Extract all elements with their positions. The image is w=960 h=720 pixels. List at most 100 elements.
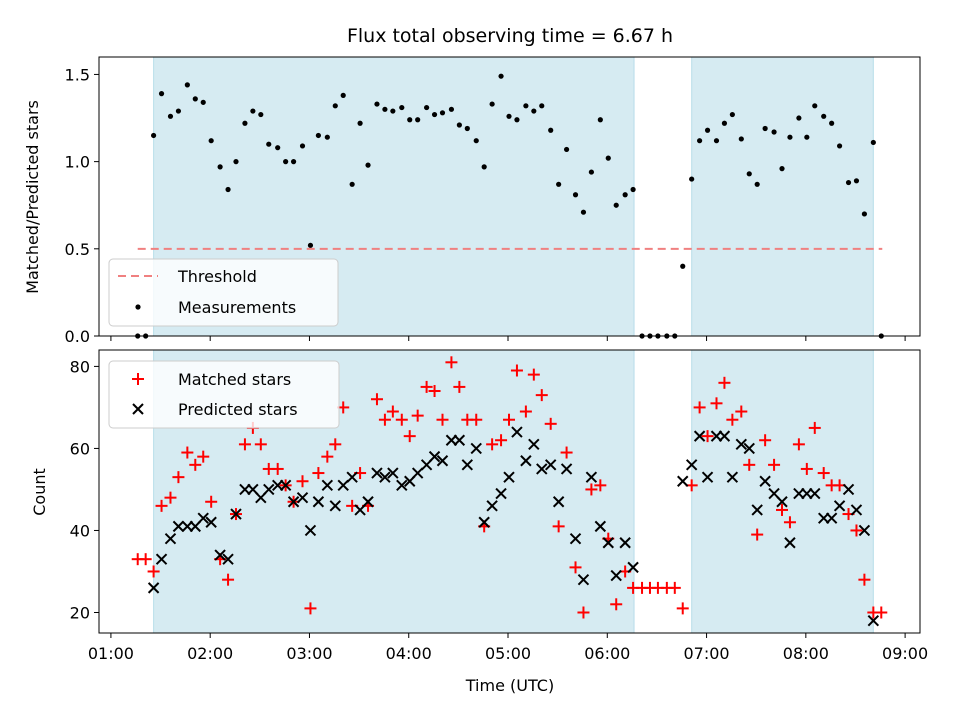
measurement-point [365, 162, 371, 168]
predicted-stars-point [602, 537, 614, 549]
predicted-stars-point [371, 467, 383, 479]
matched-stars-point [386, 405, 399, 418]
matched-stars-point [222, 573, 235, 586]
measurement-point [258, 111, 264, 118]
x-tick-label: 06:00 [584, 644, 630, 663]
matched-stars-point [751, 528, 764, 541]
matched-stars-point [139, 553, 152, 566]
ratio-y-tick-label: 1.0 [65, 153, 90, 172]
measurement-point [439, 110, 446, 116]
measurement-point [200, 99, 206, 105]
measurement-point [531, 108, 537, 114]
matched-stars-point [495, 434, 508, 447]
matched-stars-point [378, 413, 391, 426]
measurement-point [275, 145, 281, 151]
measurement-point [357, 120, 363, 126]
matched-stars-point [172, 471, 185, 484]
matched-stars-point [726, 413, 739, 426]
matched-stars-point [735, 405, 748, 418]
count-y-axis-label: Count [30, 468, 49, 516]
measurement-point [572, 192, 579, 198]
measurement-point [870, 139, 876, 146]
predicted-stars-point [809, 487, 821, 500]
ratio-data-layer [135, 73, 884, 339]
ratio-legend: Threshold Measurements [108, 258, 339, 327]
measurement-point [597, 117, 603, 123]
predicted-stars-point [379, 471, 391, 483]
matched-stars-point [436, 413, 449, 426]
ratio-x-ticks [110, 336, 906, 341]
measurement-point [787, 134, 793, 140]
predicted-stars-point [610, 569, 622, 582]
legend-entry-measurements: Measurements [178, 298, 296, 317]
matched-stars-point [759, 434, 772, 447]
measurement-point [836, 143, 843, 149]
predicted-stars-point [453, 434, 466, 446]
predicted-stars-point [470, 442, 482, 455]
count-data-layer [131, 356, 888, 627]
measurement-point [151, 132, 157, 139]
measurement-point [754, 181, 760, 187]
measurement-point [184, 82, 190, 88]
measurement-point [580, 209, 587, 215]
predicted-stars-point [172, 520, 185, 533]
matched-stars-point [197, 450, 210, 463]
measurement-point [456, 122, 462, 128]
measurement-point [407, 117, 413, 123]
matched-stars-point [743, 458, 756, 471]
matched-stars-point [710, 397, 723, 410]
measurements-series [135, 73, 884, 339]
x-axis-label: Time (UTC) [465, 676, 554, 695]
matched-stars-point [271, 462, 284, 475]
measurement-point [242, 120, 248, 126]
predicted-stars-point [627, 561, 639, 574]
matched-stars-point [800, 462, 813, 475]
measurement-point [613, 202, 619, 208]
count-legend: Matched stars Predicted stars [108, 360, 340, 429]
predicted-stars-point [784, 537, 796, 549]
predicted-stars-point [693, 430, 706, 442]
measurement-point [340, 92, 346, 98]
matched-stars-point [510, 364, 523, 377]
predicted-stars-point [503, 471, 515, 483]
chart-title: Flux total observing time = 6.67 h [347, 25, 673, 47]
measurement-point [762, 125, 768, 132]
predicted-stars-point [155, 553, 168, 565]
measurement-point [680, 263, 686, 269]
predicted-stars-point [867, 614, 880, 627]
count-y-ticks: 20 40 60 80 [70, 357, 99, 622]
measurement-point [498, 73, 504, 79]
measurement-point [283, 159, 289, 165]
predicted-stars-point [387, 467, 399, 479]
measurement-point [771, 129, 777, 135]
measurement-point [697, 138, 703, 144]
predicted-stars-point [478, 516, 490, 528]
matched-stars-point [519, 405, 532, 418]
matched-stars-point [610, 598, 623, 611]
predicted-stars-point [718, 430, 731, 442]
measurement-point [489, 101, 495, 107]
measurement-point [738, 136, 744, 142]
measurement-point [175, 108, 182, 114]
matched-stars-point [676, 602, 689, 615]
predicted-stars-point [842, 483, 855, 496]
measurement-point [861, 211, 868, 217]
measurement-point [158, 91, 165, 97]
matched-stars-point [585, 483, 598, 496]
matched-stars-point [189, 458, 202, 471]
measurement-point [324, 134, 330, 140]
predicted-legend-swatch [132, 403, 144, 415]
ratio-y-tick-label: 0.0 [65, 327, 90, 346]
measurement-point [622, 192, 628, 198]
measurement-point [539, 103, 545, 109]
measurement-point [689, 176, 695, 182]
matched-stars-point [850, 524, 863, 537]
legend-entry-threshold: Threshold [177, 267, 257, 286]
measurement-point [704, 127, 711, 133]
matched-stars-point [420, 380, 433, 393]
measurement-point [332, 103, 338, 109]
matched-stars-point [205, 495, 218, 508]
matched-stars-point [668, 581, 681, 594]
predicted-stars-point [544, 459, 557, 471]
